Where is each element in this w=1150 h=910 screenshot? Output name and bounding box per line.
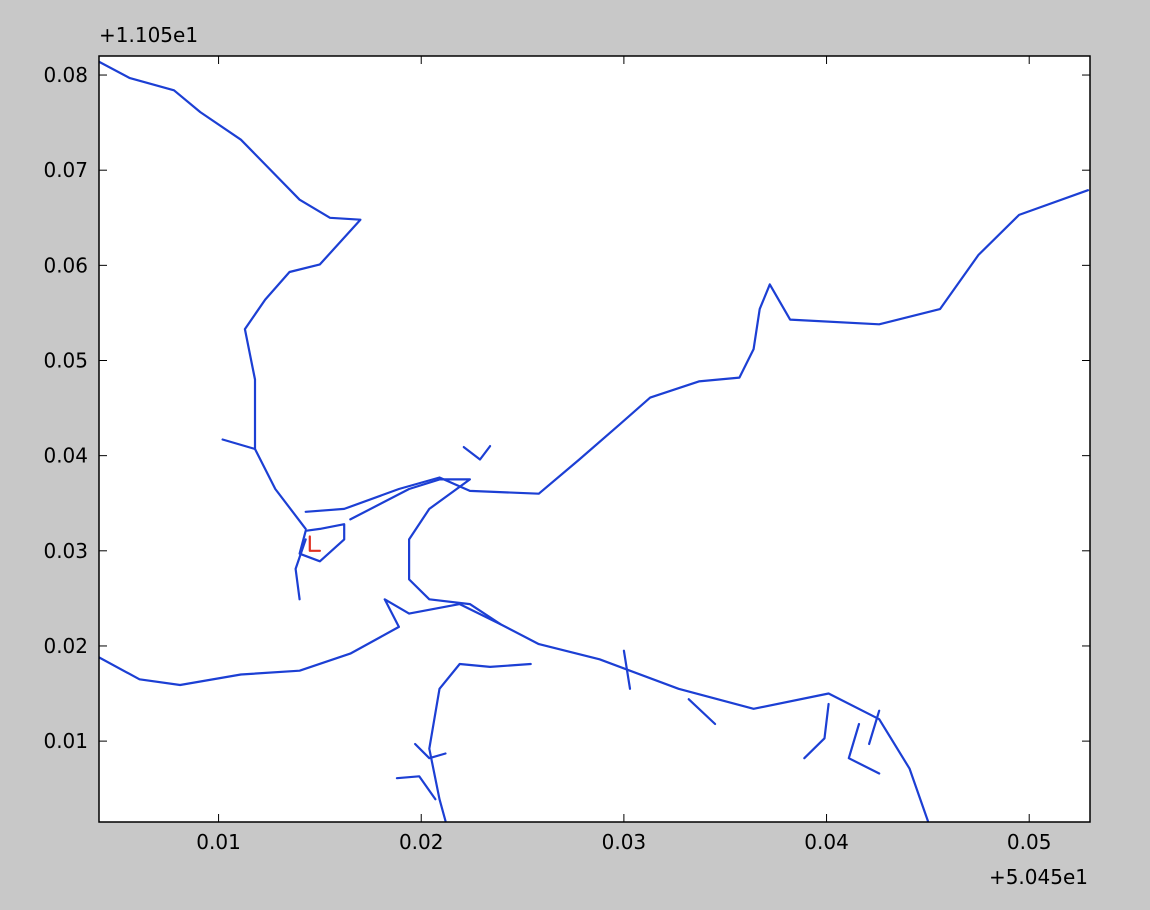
x-tick-label: 0.05 xyxy=(1007,830,1052,854)
plot-area xyxy=(99,56,1090,822)
plot-frame xyxy=(98,55,1091,823)
road-line xyxy=(868,709,881,746)
y-tick-label: 0.05 xyxy=(43,348,88,372)
road-line xyxy=(298,523,346,563)
x-tick-label: 0.03 xyxy=(602,830,647,854)
road-line xyxy=(428,662,532,822)
lines xyxy=(99,60,1090,822)
y-offset-label: +1.105e1 xyxy=(99,23,198,47)
x-tick-label: 0.02 xyxy=(399,830,444,854)
road-line xyxy=(294,538,307,601)
road-line xyxy=(622,649,632,690)
y-tick-label: 0.02 xyxy=(43,634,88,658)
road-line xyxy=(99,598,929,822)
road-line xyxy=(414,742,447,760)
road-line xyxy=(687,698,717,726)
y-tick-label: 0.07 xyxy=(43,158,88,182)
road-line xyxy=(462,445,492,461)
y-tick-label: 0.03 xyxy=(43,539,88,563)
road-line xyxy=(308,535,321,552)
x-tick-label: 0.04 xyxy=(804,830,849,854)
road-line xyxy=(99,60,362,530)
x-offset-label: +5.045e1 xyxy=(989,865,1088,889)
y-tick-label: 0.06 xyxy=(43,253,88,277)
road-line xyxy=(349,478,502,626)
x-tick-label: 0.01 xyxy=(196,830,241,854)
y-tick-label: 0.01 xyxy=(43,729,88,753)
road-line xyxy=(847,722,881,775)
y-tick-label: 0.08 xyxy=(43,63,88,87)
road-line xyxy=(221,438,257,451)
y-tick-label: 0.04 xyxy=(43,444,88,468)
road-line xyxy=(395,775,437,801)
road-line xyxy=(803,702,830,760)
